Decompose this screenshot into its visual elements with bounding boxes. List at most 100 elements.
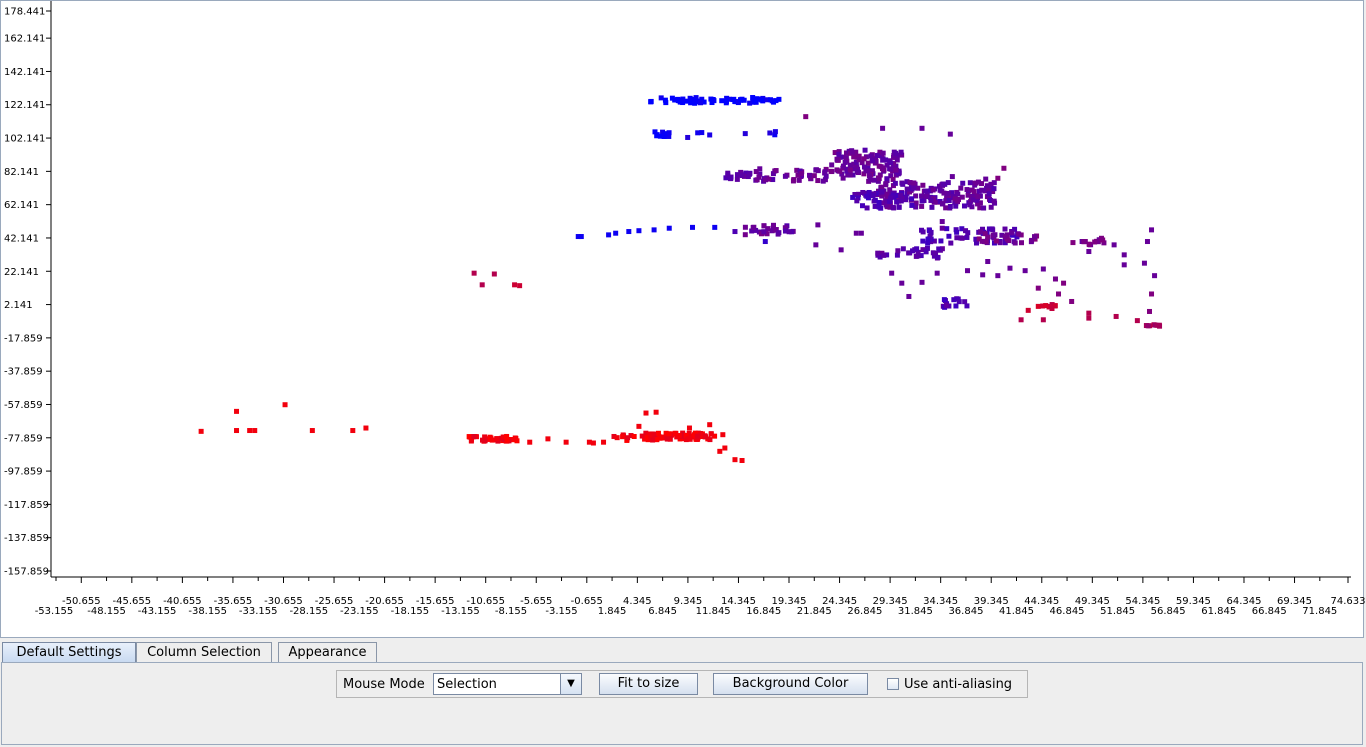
chevron-down-icon[interactable]: ▼ <box>560 674 581 694</box>
data-point <box>852 192 858 198</box>
data-point <box>756 174 762 180</box>
data-point <box>606 232 612 238</box>
data-point <box>883 157 889 163</box>
data-point <box>769 228 775 234</box>
x-tick-label: 46.845 <box>1050 606 1085 617</box>
fit-to-size-button[interactable]: Fit to size <box>599 673 698 695</box>
data-point <box>692 430 698 436</box>
data-point <box>803 114 809 120</box>
data-point <box>1003 234 1009 240</box>
data-point <box>961 203 967 209</box>
data-point <box>924 245 930 251</box>
mouse-mode-value: Selection <box>437 677 497 692</box>
data-point <box>981 205 987 211</box>
data-point <box>945 190 951 196</box>
data-point <box>765 226 771 232</box>
data-point <box>702 434 708 440</box>
data-point <box>763 177 769 183</box>
background-color-button[interactable]: Background Color <box>713 673 868 695</box>
anti-aliasing-checkbox[interactable] <box>887 678 899 690</box>
data-point <box>639 433 645 439</box>
data-point <box>482 434 488 440</box>
data-point <box>754 96 760 102</box>
data-point <box>707 422 713 428</box>
data-point <box>888 173 894 179</box>
data-point <box>965 192 971 198</box>
data-point <box>953 303 959 309</box>
data-point <box>309 428 315 434</box>
data-point <box>811 173 817 179</box>
data-point <box>865 160 871 166</box>
data-point <box>974 240 980 246</box>
mouse-mode-label: Mouse Mode <box>343 677 425 692</box>
data-point <box>977 205 983 211</box>
y-tick-label: -117.859 <box>4 500 49 511</box>
data-point <box>712 433 718 439</box>
data-point <box>874 152 880 158</box>
data-point <box>875 250 881 256</box>
tab-column-selection[interactable]: Column Selection <box>136 642 272 662</box>
data-point <box>870 193 876 199</box>
data-point <box>672 430 678 436</box>
data-point <box>1095 239 1101 245</box>
data-point <box>838 247 844 253</box>
data-point <box>953 203 959 209</box>
data-point <box>915 253 921 259</box>
x-tick-label: 24.345 <box>822 596 857 607</box>
x-tick-label: 74.633 <box>1331 596 1366 607</box>
data-point <box>852 150 858 156</box>
data-point <box>662 131 668 137</box>
data-point <box>904 186 910 192</box>
mouse-mode-select[interactable]: Selection ▼ <box>433 673 582 695</box>
data-point <box>988 204 994 210</box>
data-point <box>990 189 996 195</box>
data-point <box>887 199 893 205</box>
data-point <box>968 198 974 204</box>
data-point <box>945 180 951 186</box>
data-point <box>965 230 971 236</box>
data-point <box>859 203 865 209</box>
data-point <box>761 223 767 229</box>
data-point <box>773 168 779 174</box>
data-point <box>929 204 935 210</box>
data-point <box>1035 285 1041 291</box>
data-point <box>1049 306 1055 312</box>
data-point <box>991 235 997 241</box>
data-point <box>1070 240 1076 246</box>
x-tick-label: -0.655 <box>571 596 603 607</box>
data-point <box>979 187 985 193</box>
data-point <box>725 172 731 178</box>
data-point <box>707 132 713 138</box>
data-point <box>1018 232 1024 238</box>
data-point <box>666 130 672 136</box>
data-point <box>1046 304 1052 310</box>
anti-aliasing-label[interactable]: Use anti-aliasing <box>904 677 1013 692</box>
x-tick-label: 1.845 <box>598 606 627 617</box>
data-point <box>757 166 763 172</box>
data-point <box>862 190 868 196</box>
data-point <box>695 130 701 136</box>
data-point <box>1082 239 1088 245</box>
data-point <box>956 299 962 305</box>
data-point <box>884 176 890 182</box>
x-tick-label: -33.155 <box>239 606 278 617</box>
data-point <box>512 282 518 288</box>
data-point <box>782 173 788 179</box>
data-point <box>918 253 924 259</box>
data-point <box>687 435 693 441</box>
scatter-plot-panel[interactable]: 178.441 162.141 142.141 122.141 102.141 82.14… <box>0 0 1365 639</box>
data-point <box>653 409 659 415</box>
x-tick-label: 4.345 <box>623 596 652 607</box>
data-point <box>701 99 707 105</box>
scatter-plot[interactable]: 178.441 162.141 142.141 122.141 102.141 82.14… <box>1 1 1365 639</box>
data-point <box>975 179 981 185</box>
data-point <box>468 438 474 444</box>
data-point <box>843 155 849 161</box>
x-tick-label: 71.845 <box>1302 606 1337 617</box>
data-point <box>795 172 801 178</box>
data-point <box>954 229 960 235</box>
data-point <box>919 198 925 204</box>
data-point <box>988 181 994 187</box>
tab-appearance[interactable]: Appearance <box>278 642 377 662</box>
tab-default-settings[interactable]: Default Settings <box>2 642 136 662</box>
